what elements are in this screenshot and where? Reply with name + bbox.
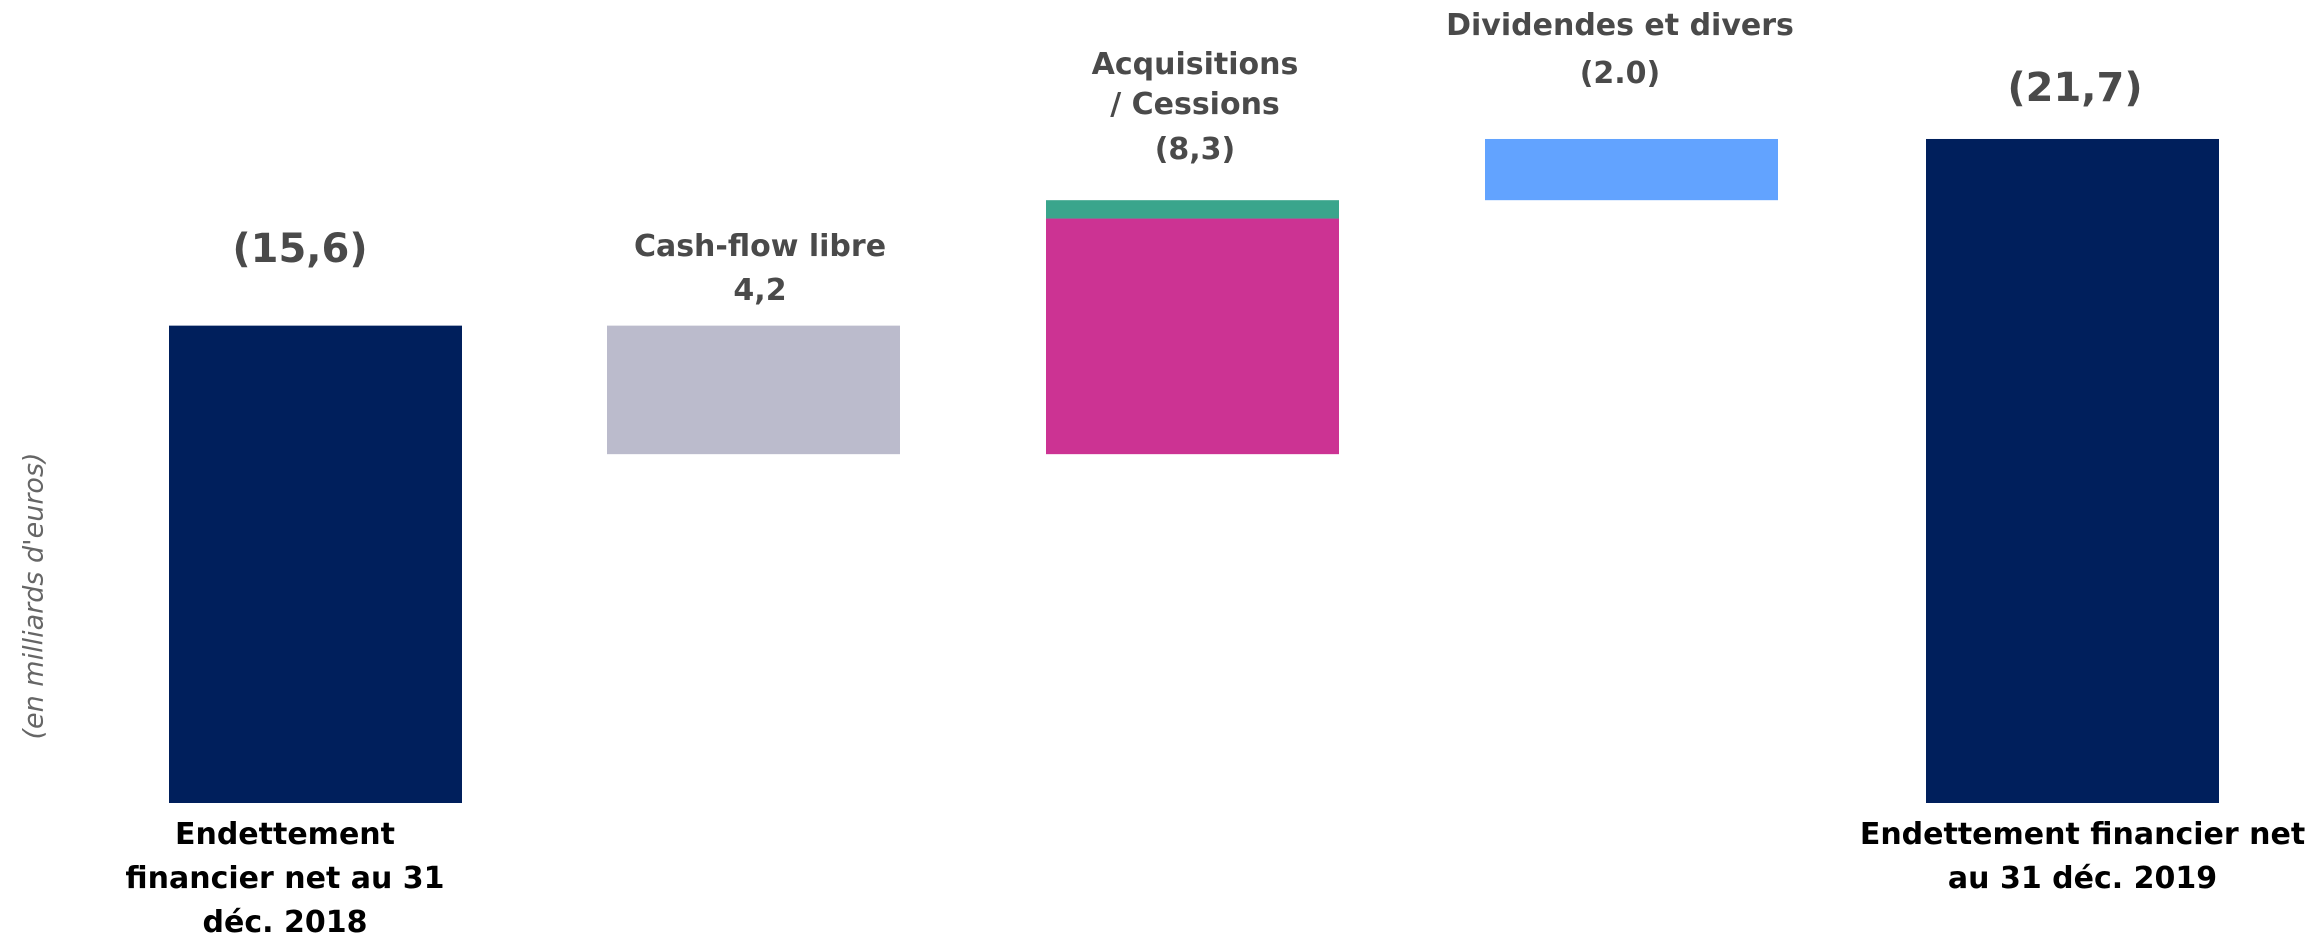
value-label-2018: (15,6): [232, 226, 368, 272]
step-title-dividendes: Dividendes et divers: [1446, 8, 1794, 43]
value-label-acquisitions: (8,3): [1154, 132, 1236, 167]
category-label-2019: Endettement financier net au 31 déc. 201…: [1859, 817, 2306, 896]
bar-2019: [1926, 138, 2219, 804]
step-title-cash-flow: Cash-flow libre: [633, 229, 887, 264]
category-label-2018: Endettement financier net au 31 déc. 201…: [125, 817, 445, 940]
bar-acquisitions-segment-1: [1046, 218, 1339, 455]
value-label-cash-flow: 4,2: [733, 273, 787, 308]
value-label-dividendes: (2.0): [1579, 56, 1661, 91]
waterfall-chart: [169, 138, 2219, 804]
bar-cash-flow: [607, 325, 900, 455]
bar-dividendes: [1485, 138, 1778, 201]
y-axis-label: (en milliards d'euros): [18, 452, 50, 740]
bar-acquisitions-segment-2: [1046, 200, 1339, 219]
step-title-acquisitions: Acquisitions / Cessions: [1091, 47, 1299, 122]
bar-2018: [169, 325, 462, 803]
value-label-2019: (21,7): [2007, 65, 2143, 111]
